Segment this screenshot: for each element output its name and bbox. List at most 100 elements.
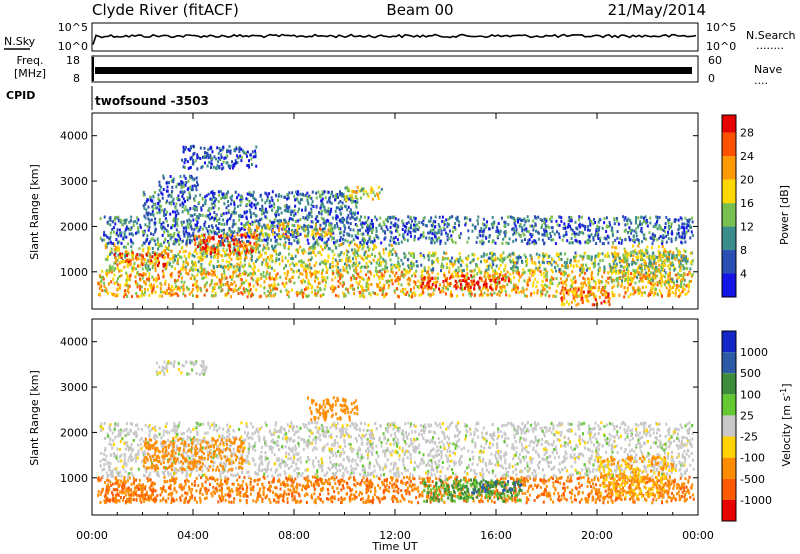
power-cell <box>604 237 607 241</box>
power-cell <box>287 290 290 294</box>
power-cell <box>210 259 212 263</box>
power-cell <box>458 252 461 256</box>
power-cell <box>349 210 352 214</box>
power-cell <box>442 226 445 230</box>
power-cell <box>248 200 251 203</box>
power-cell <box>276 272 279 276</box>
power-cell <box>667 218 670 222</box>
power-cell <box>101 276 104 280</box>
power-cell <box>385 262 388 266</box>
power-cell <box>566 239 569 243</box>
power-cell <box>576 264 579 268</box>
power-cell <box>683 222 686 226</box>
power-cell <box>680 225 683 229</box>
power-cell <box>381 292 384 296</box>
power-cell <box>641 240 644 244</box>
power-cell <box>291 229 294 232</box>
power-cell <box>219 240 222 244</box>
power-cell <box>536 267 539 270</box>
power-cell <box>239 277 242 281</box>
noise-left-tick-bottom: 10^0 <box>58 40 88 53</box>
power-cell <box>366 254 369 258</box>
power-cell <box>295 190 298 194</box>
power-cell <box>123 221 126 225</box>
power-cell <box>690 279 693 283</box>
power-cell <box>334 193 337 197</box>
power-cell <box>556 223 559 227</box>
power-cell <box>456 215 459 219</box>
power-cell <box>656 281 659 284</box>
power-cell <box>375 229 378 233</box>
power-cell <box>242 272 245 276</box>
power-cell <box>574 255 577 259</box>
power-cell <box>541 223 544 227</box>
power-cell <box>689 267 692 271</box>
power-cell <box>178 235 181 239</box>
power-cell <box>596 230 599 234</box>
power-cell <box>503 278 506 282</box>
power-cell <box>311 190 314 194</box>
power-cell <box>529 254 532 258</box>
power-cell <box>358 290 361 294</box>
power-cell <box>627 231 629 234</box>
power-cell <box>445 262 448 266</box>
power-cell <box>631 286 634 290</box>
power-cell <box>460 283 463 286</box>
power-cell <box>132 224 135 227</box>
power-cell <box>123 245 126 249</box>
power-cell <box>471 252 474 256</box>
power-cell <box>267 265 270 269</box>
power-cell <box>311 200 314 204</box>
power-cell <box>258 236 261 240</box>
power-cell <box>632 238 635 242</box>
power-cell <box>142 233 145 237</box>
power-cell <box>568 219 571 223</box>
power-cell <box>635 216 638 219</box>
power-cell <box>158 218 161 221</box>
power-cell <box>148 245 150 249</box>
power-cell <box>592 238 595 242</box>
power-cell <box>532 228 535 232</box>
power-cell <box>645 218 648 222</box>
power-cell <box>240 222 243 226</box>
power-cell <box>332 264 334 268</box>
power-cell <box>680 217 683 221</box>
power-cell <box>496 225 499 229</box>
power-cell <box>192 178 195 182</box>
power-cell <box>139 284 142 288</box>
power-cell <box>405 225 408 229</box>
power-cell <box>285 281 288 285</box>
power-cell <box>499 229 502 233</box>
power-cell <box>417 285 420 289</box>
power-cell <box>598 252 601 256</box>
power-cell <box>316 228 319 232</box>
power-cell <box>675 236 678 240</box>
power-cell <box>168 234 171 238</box>
power-cell <box>318 281 321 285</box>
power-cell <box>193 228 196 232</box>
power-cell <box>580 230 583 234</box>
power-cell <box>252 155 255 159</box>
power-cell <box>541 233 544 237</box>
power-cell <box>438 287 441 291</box>
power-cell <box>331 290 334 294</box>
power-cell <box>390 269 393 273</box>
power-cell <box>542 261 545 265</box>
power-cell <box>328 226 331 230</box>
power-cell <box>173 232 176 235</box>
power-cell <box>298 224 301 228</box>
power-cell <box>566 261 568 265</box>
power-cell <box>585 283 588 287</box>
power-cell <box>240 155 243 159</box>
power-cell <box>329 223 332 227</box>
power-cell <box>120 274 123 277</box>
power-cell <box>211 190 214 194</box>
power-cell <box>180 182 183 186</box>
power-cell <box>574 234 577 238</box>
power-cell <box>125 245 127 249</box>
power-cell <box>192 153 195 156</box>
power-cell <box>108 268 111 272</box>
power-cell <box>257 226 260 230</box>
power-cell <box>554 265 556 269</box>
power-cell <box>349 228 352 232</box>
